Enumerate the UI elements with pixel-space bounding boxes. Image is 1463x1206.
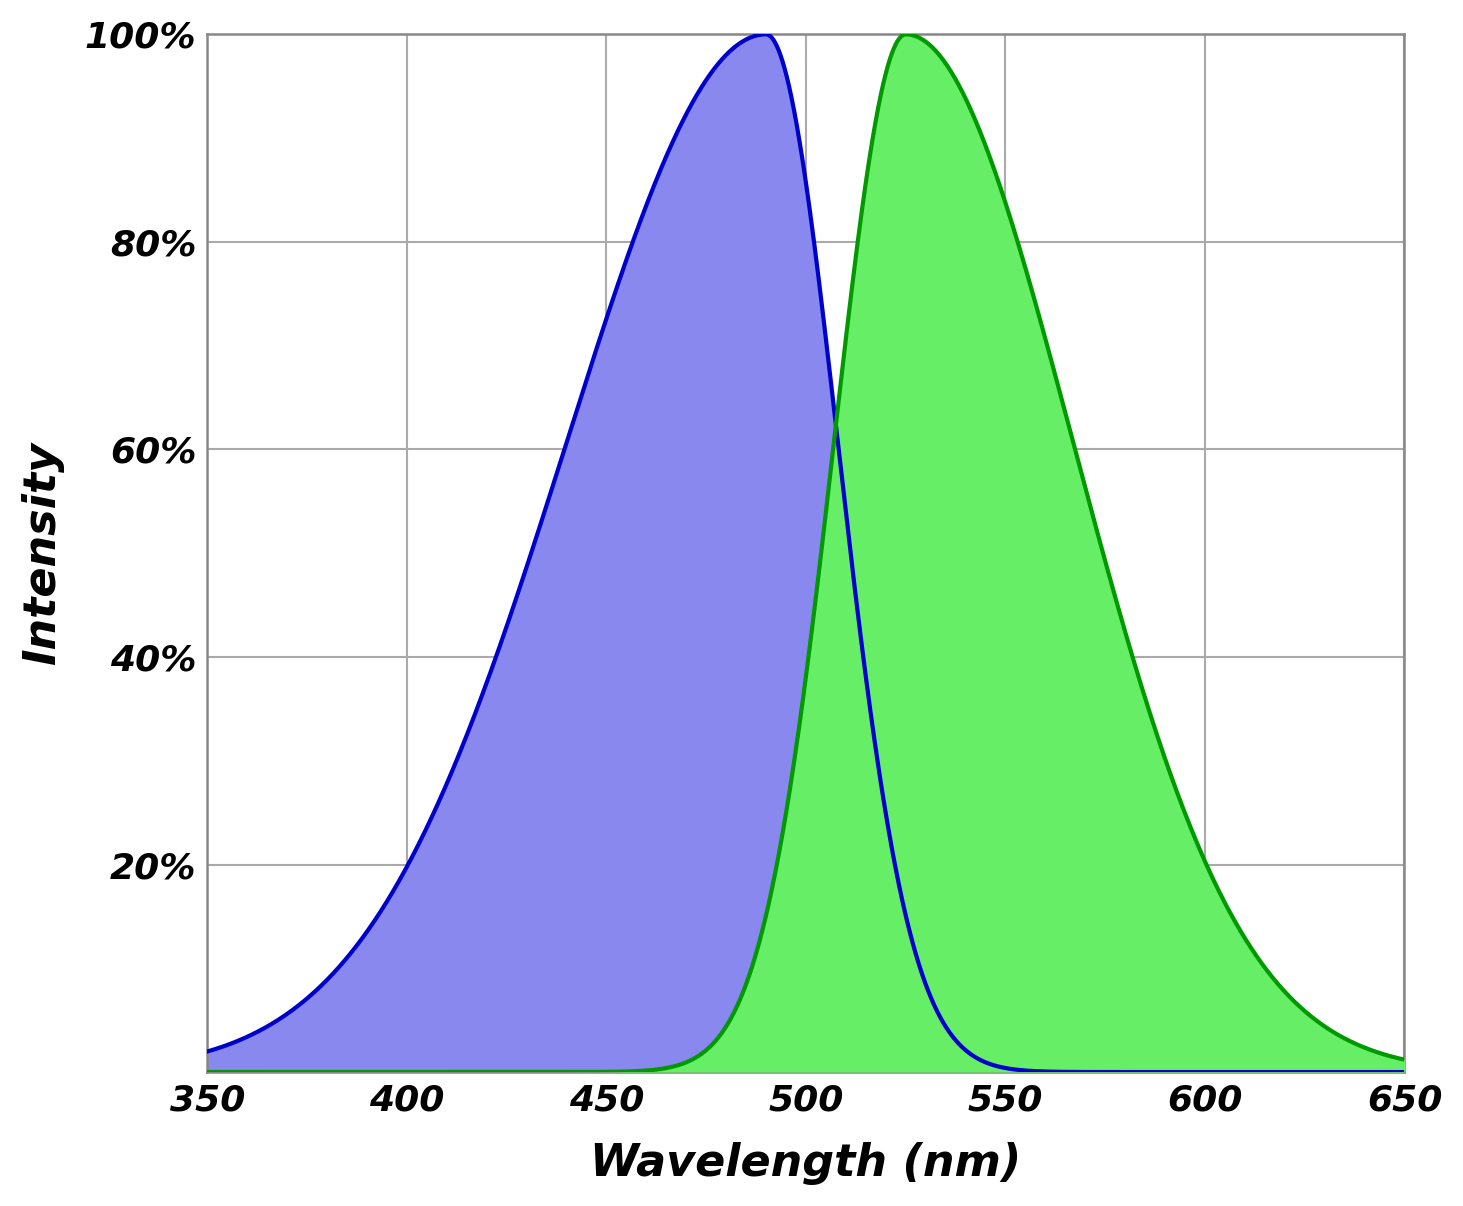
Y-axis label: Intensity: Intensity [20, 441, 64, 665]
X-axis label: Wavelength (nm): Wavelength (nm) [590, 1142, 1021, 1185]
